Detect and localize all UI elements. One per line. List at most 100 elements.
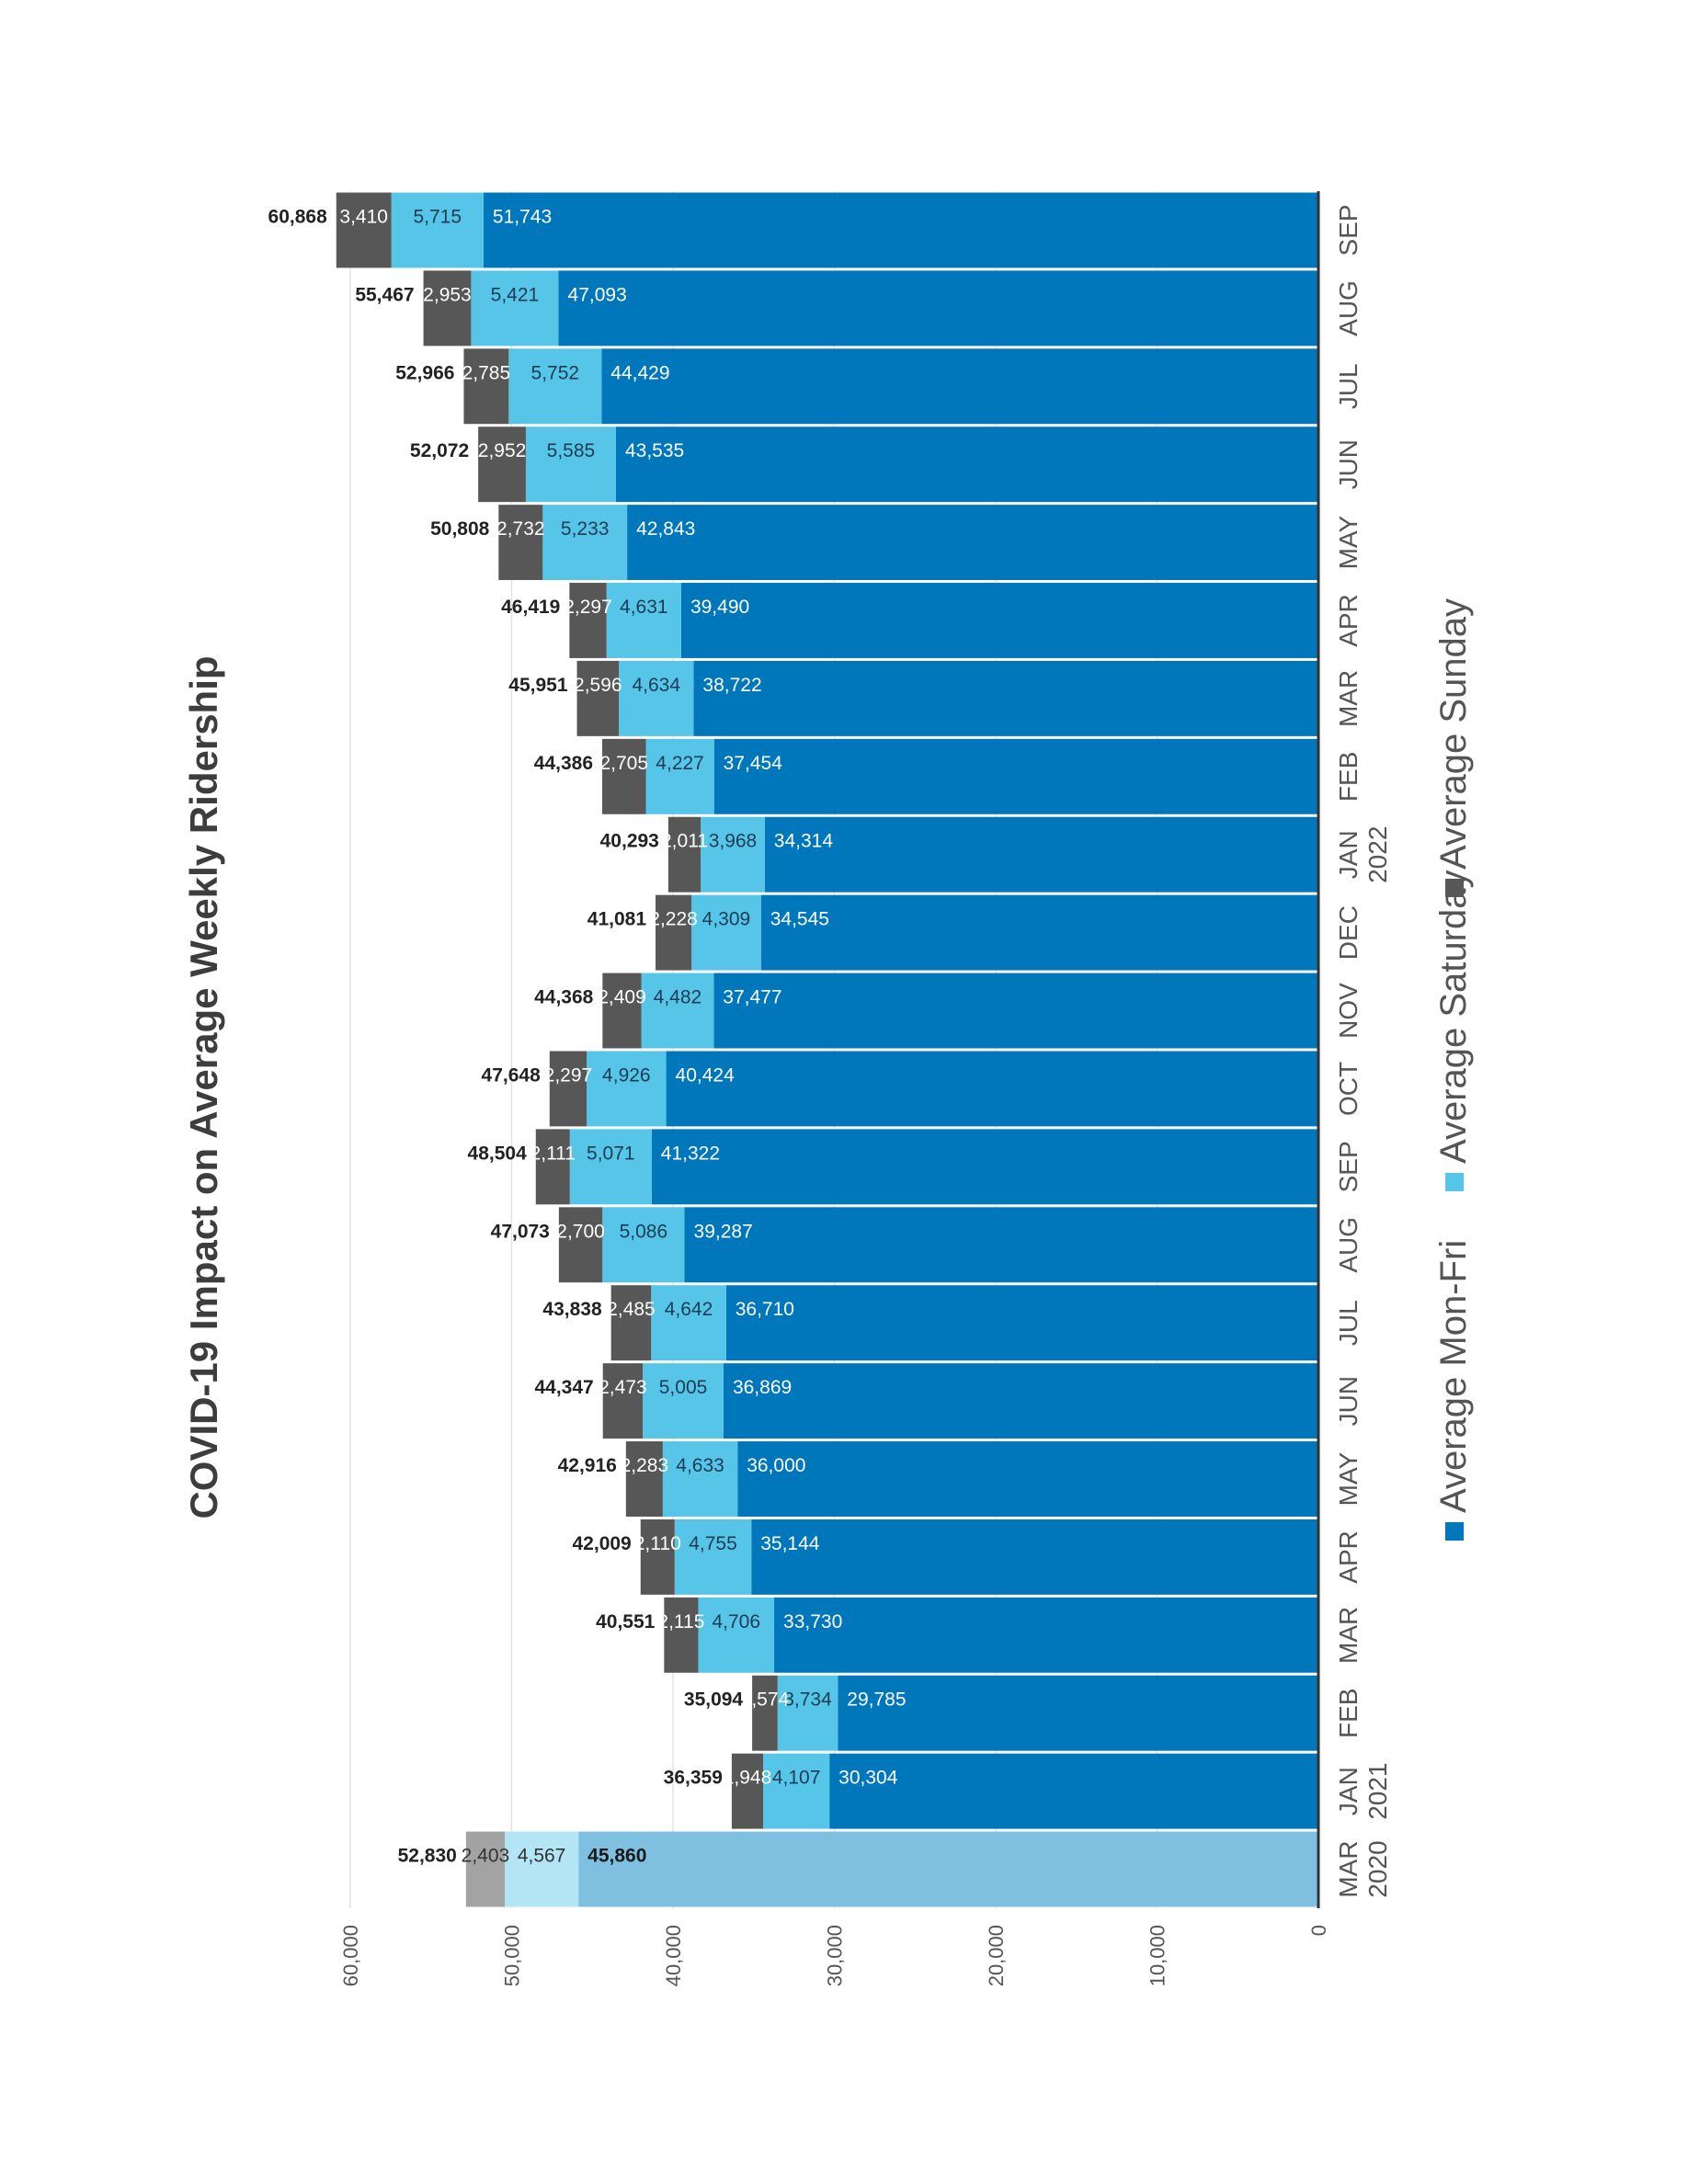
bar-segment-sunday bbox=[731, 1753, 764, 1829]
bar-segment-saturday bbox=[619, 660, 694, 736]
segment-label-saturday: 4,634 bbox=[632, 675, 680, 696]
category-month-label: SEP bbox=[1334, 204, 1363, 256]
segment-label-monfri: 40,424 bbox=[676, 1064, 736, 1086]
segment-label-monfri: 39,490 bbox=[690, 597, 749, 618]
category-month-label: MAR bbox=[1334, 1607, 1363, 1664]
total-label: 44,347 bbox=[534, 1377, 593, 1398]
segment-label-saturday: 5,585 bbox=[547, 440, 596, 461]
segment-label-monfri: 37,477 bbox=[723, 987, 781, 1008]
y-tick-label: 50,000 bbox=[501, 1925, 524, 1986]
total-label: 60,868 bbox=[268, 206, 328, 227]
segment-label-monfri: 43,535 bbox=[625, 440, 684, 461]
segment-label-sunday: 2,485 bbox=[607, 1299, 656, 1320]
bar-segment-monfri bbox=[713, 973, 1318, 1049]
segment-label-sunday: 1,574 bbox=[741, 1689, 790, 1711]
category-month-label: DEC bbox=[1334, 905, 1363, 960]
legend-swatch-saturday bbox=[1445, 1173, 1464, 1191]
bar-segment-monfri bbox=[737, 1441, 1318, 1517]
segment-label-monfri: 44,429 bbox=[610, 362, 669, 383]
bar-segment-saturday bbox=[525, 427, 616, 503]
segment-label-saturday: 5,071 bbox=[587, 1143, 635, 1164]
total-label: 52,072 bbox=[410, 440, 469, 461]
bar-segment-monfri bbox=[760, 894, 1318, 971]
category-month-label: JUL bbox=[1334, 1300, 1363, 1346]
segment-label-sunday: 2,953 bbox=[423, 284, 472, 305]
segment-label-saturday: 5,715 bbox=[413, 206, 462, 227]
bar-segment-sunday bbox=[336, 192, 392, 268]
bar-segment-saturday bbox=[698, 1597, 775, 1673]
legend-swatch-monfri bbox=[1445, 1522, 1464, 1541]
segment-label-saturday: 4,926 bbox=[602, 1064, 651, 1086]
bar-segment-sunday bbox=[535, 1129, 570, 1205]
segment-label-saturday: 4,706 bbox=[712, 1611, 760, 1632]
bar-segment-saturday bbox=[602, 1207, 685, 1283]
total-label: 52,830 bbox=[398, 1846, 457, 1867]
segment-label-monfri: 47,093 bbox=[568, 284, 627, 305]
bar-segment-sunday bbox=[549, 1051, 587, 1127]
segment-label-sunday: 1,948 bbox=[724, 1768, 772, 1789]
total-label: 44,386 bbox=[534, 753, 593, 774]
bar-segment-monfri bbox=[578, 1831, 1318, 1907]
category-month-label: JAN bbox=[1334, 1767, 1363, 1815]
segment-label-saturday: 3,968 bbox=[709, 831, 758, 852]
bar-segment-sunday bbox=[602, 738, 646, 814]
bar-segment-sunday bbox=[576, 660, 620, 736]
bar-segment-sunday bbox=[752, 1675, 778, 1751]
bar-segment-sunday bbox=[478, 427, 526, 503]
category-year-label: 2020 bbox=[1363, 1840, 1392, 1897]
bar-segment-sunday bbox=[656, 894, 692, 971]
bar-segment-saturday bbox=[391, 192, 484, 268]
segment-label-monfri: 37,454 bbox=[724, 753, 783, 774]
bar-segment-saturday bbox=[651, 1285, 726, 1361]
bar-segment-saturday bbox=[508, 348, 602, 425]
y-tick-label: 10,000 bbox=[1146, 1925, 1169, 1986]
y-tick-label: 60,000 bbox=[339, 1925, 362, 1986]
segment-label-monfri: 36,869 bbox=[733, 1377, 792, 1398]
segment-label-monfri: 30,304 bbox=[838, 1768, 898, 1789]
category-month-label: MAY bbox=[1334, 1451, 1363, 1506]
category-month-label: FEB bbox=[1334, 1688, 1363, 1737]
segment-label-saturday: 4,227 bbox=[656, 753, 704, 774]
segment-label-monfri: 29,785 bbox=[847, 1689, 906, 1711]
bar-segment-monfri bbox=[723, 1363, 1318, 1439]
category-month-label: MAR bbox=[1334, 1840, 1363, 1897]
legend-label-monfri: Average Mon-Fri bbox=[1433, 1240, 1474, 1513]
bar-segment-monfri bbox=[838, 1675, 1318, 1751]
legend-label-saturday: Average Saturday bbox=[1433, 870, 1474, 1164]
bar-segment-saturday bbox=[606, 583, 681, 658]
segment-label-monfri: 34,545 bbox=[770, 909, 829, 930]
bar-segment-saturday bbox=[505, 1831, 579, 1907]
chart-title: COVID-19 Impact on Average Weekly Riders… bbox=[182, 655, 225, 1519]
total-label: 46,419 bbox=[501, 597, 560, 618]
category-month-label: FEB bbox=[1334, 752, 1363, 802]
bar-segment-sunday bbox=[558, 1207, 603, 1283]
bar-segment-monfri bbox=[684, 1207, 1318, 1283]
segment-label-sunday: 2,705 bbox=[599, 753, 648, 774]
segment-label-sunday: 2,297 bbox=[544, 1064, 593, 1086]
bar-segment-saturday bbox=[674, 1519, 752, 1595]
segment-label-monfri: 35,144 bbox=[760, 1533, 820, 1554]
legend-swatch-sunday bbox=[1445, 879, 1464, 897]
bar-segment-saturday bbox=[471, 270, 559, 347]
total-label: 52,966 bbox=[395, 362, 454, 383]
segment-label-sunday: 2,111 bbox=[530, 1143, 576, 1164]
category-month-label: APR bbox=[1334, 594, 1363, 647]
segment-label-sunday: 2,732 bbox=[496, 518, 545, 540]
bar-segment-monfri bbox=[615, 427, 1318, 503]
bar-segment-sunday bbox=[640, 1519, 675, 1595]
category-year-label: 2021 bbox=[1363, 1762, 1392, 1819]
bar-segment-sunday bbox=[602, 1363, 644, 1439]
category-month-label: JAN bbox=[1334, 830, 1363, 879]
bar-segment-monfri bbox=[651, 1129, 1318, 1205]
segment-label-saturday: 5,421 bbox=[491, 284, 540, 305]
segment-label-sunday: 3,410 bbox=[339, 206, 388, 227]
bar-segment-monfri bbox=[751, 1519, 1318, 1595]
category-month-label: AUG bbox=[1334, 1217, 1363, 1273]
bar-segment-sunday bbox=[664, 1597, 699, 1673]
segment-label-monfri: 36,710 bbox=[736, 1299, 794, 1320]
